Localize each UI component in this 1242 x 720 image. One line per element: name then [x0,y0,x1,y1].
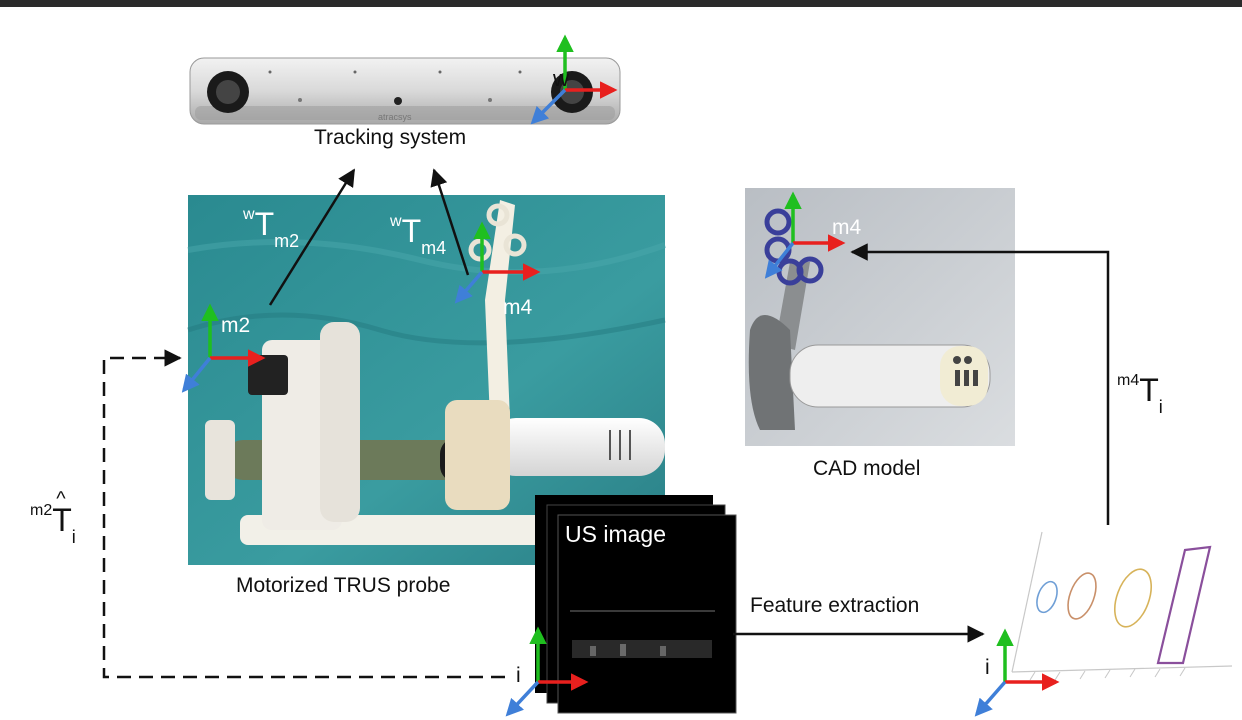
frame-i-us-axes [505,626,589,717]
frame-i-features-axes [974,628,1060,717]
cad-model-label: CAD model [813,457,921,480]
tracking-system-label: Tracking system [314,126,467,149]
frame-m4-photo-axes [454,221,541,304]
frame-m4-cad-label: m4 [832,216,862,239]
transform-w-t-m2: wTm2 [243,206,300,251]
frame-m2-axes [181,303,266,393]
cad-model-image [745,188,1015,446]
frame-w-axes [530,34,618,125]
frame-i-features-label: i [985,656,990,679]
transform-m2-that-i: m2 ^ Ti [30,488,76,547]
top-border [0,0,1242,7]
feature-extraction-label: Feature extraction [750,594,920,617]
transform-m4-t-i: m4Ti [1117,372,1163,417]
frame-m2-label: m2 [221,314,251,337]
brand-label: atracsys [378,112,412,122]
frame-w-label: w [553,66,569,91]
arrow-m2-that-i-dashed [102,349,505,679]
motorized-probe-label: Motorized TRUS probe [236,574,451,597]
transform-w-t-m4: wTm4 [390,213,447,258]
arrow-w-t-m4 [430,168,470,276]
frame-m4-cad-axes [764,191,846,279]
arrow-w-t-m2 [268,168,356,306]
frame-i-us-label: i [516,664,521,687]
arrow-m4-t-i [850,243,1110,525]
us-image-label: US image [565,521,666,547]
feature-plot [1011,531,1233,681]
tracking-camera [189,57,621,125]
frame-m4-photo-label: m4 [503,296,533,319]
